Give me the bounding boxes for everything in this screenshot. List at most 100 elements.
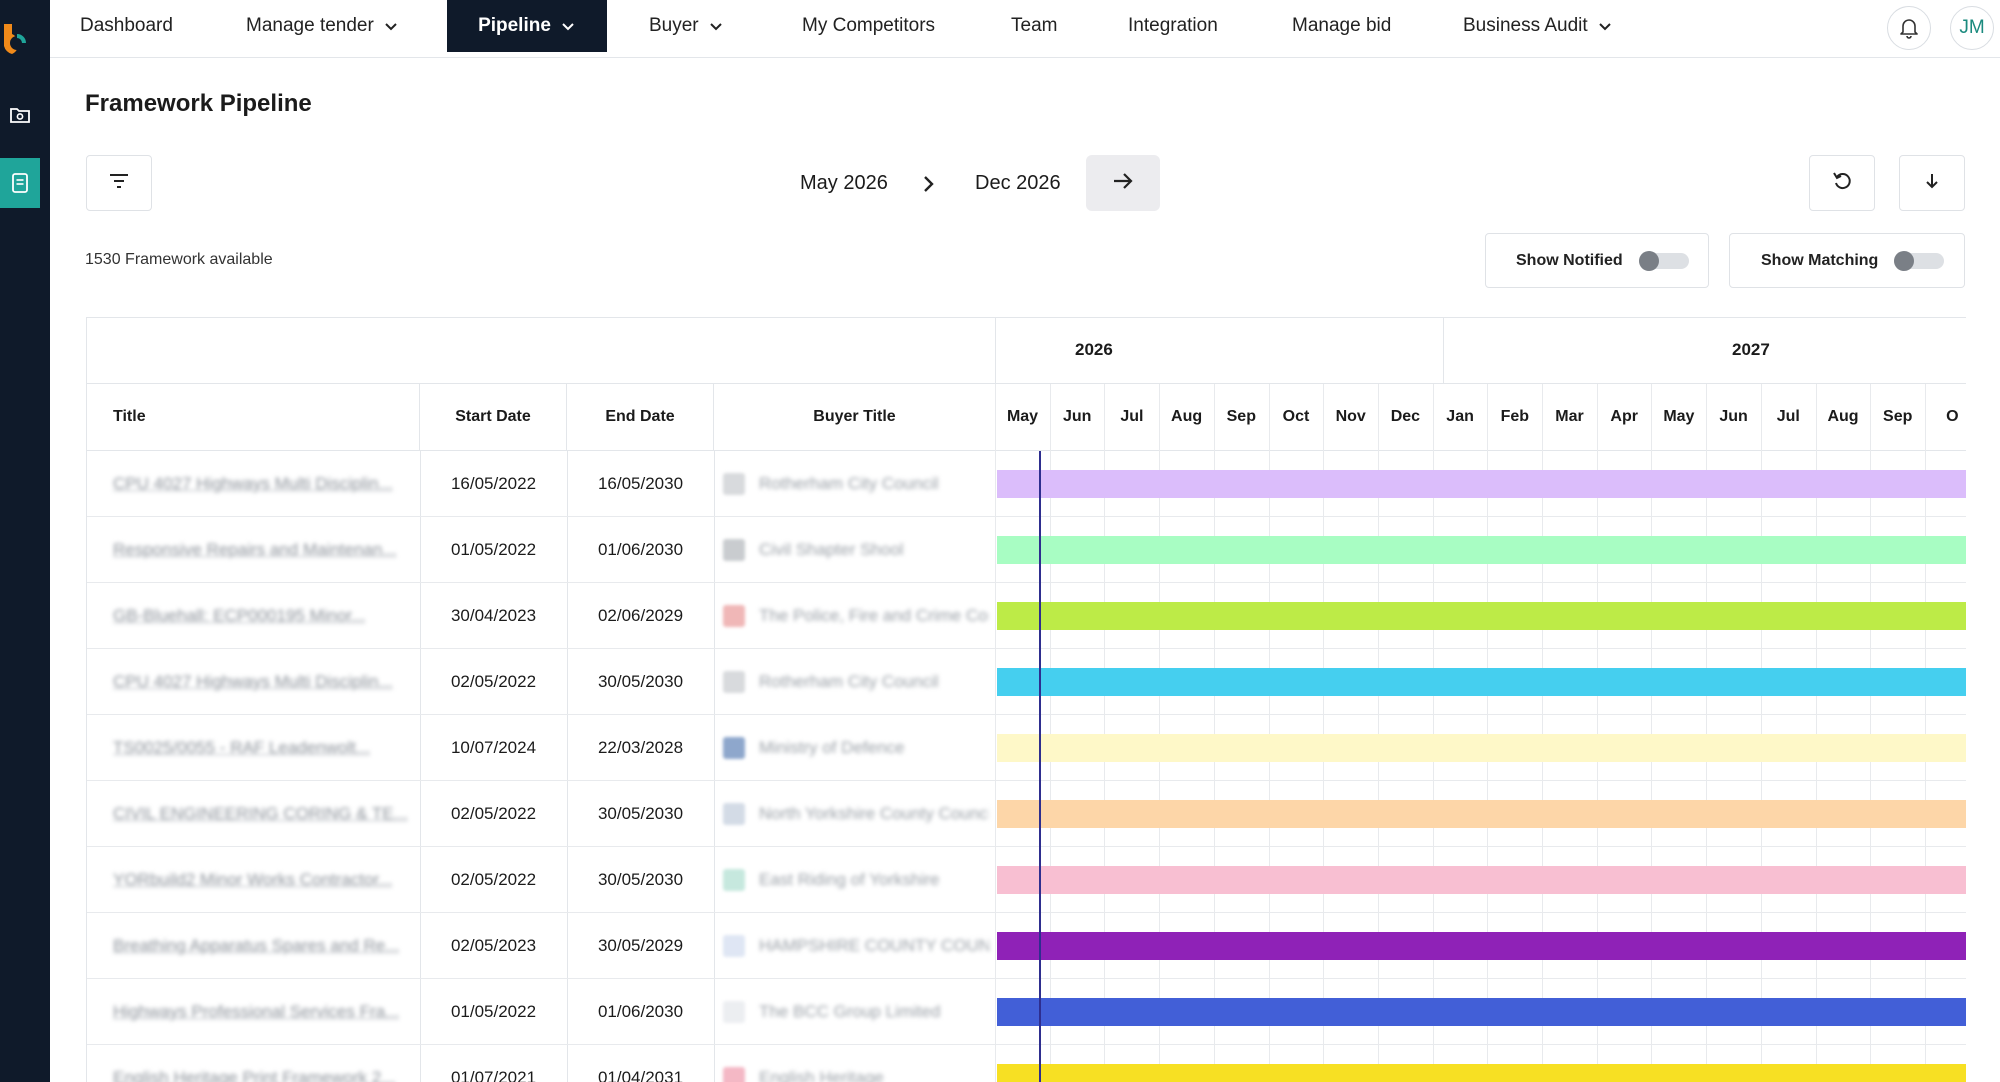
column-header-buyer-title[interactable]: Buyer Title [714,384,996,451]
filter-button[interactable] [86,155,152,211]
column-header-start-date[interactable]: Start Date [420,384,567,451]
timeline-bar[interactable] [997,470,1966,498]
nav-buyer[interactable]: Buyer [649,0,724,52]
timeline-bar[interactable] [997,1064,1966,1082]
table-row[interactable]: CPU 4027 Highways Multi Disciplin... 16/0… [87,451,1966,517]
framework-title-link[interactable]: Breathing Apparatus Spares and Re... [113,936,400,955]
timeline-bar[interactable] [997,800,1966,828]
row-title-cell: Highways Professional Services Fra... [113,979,413,1045]
grid-line [1432,384,1434,1082]
document-list-icon[interactable] [0,158,40,208]
table-row[interactable]: GB-Bluehall: ECP000195 Minor... 30/04/202… [87,583,1966,649]
table-row[interactable]: CIVIL ENGINEERING CORING & TE... 02/05/20… [87,781,1966,847]
timeline-bar[interactable] [997,866,1966,894]
nav-business-audit[interactable]: Business Audit [1463,0,1613,52]
month-label: Aug [1815,384,1871,451]
timeline-bar[interactable] [997,932,1966,960]
range-end[interactable]: Dec 2026 [975,172,1061,194]
toggle-knob [1638,250,1659,271]
buyer-title[interactable]: Rotherham City Council [759,474,939,493]
framework-count: 1530 Framework available [85,251,273,268]
nav-business-audit-label: Business Audit [1463,15,1588,36]
side-rail [0,0,50,1082]
table-row[interactable]: Responsive Repairs and Maintenan... 01/05… [87,517,1966,583]
timeline-bar[interactable] [997,734,1966,762]
end-date-cell: 01/06/2030 [597,540,684,559]
buyer-cell: Ministry of Defence [723,715,993,781]
buyer-cell: North Yorkshire County Council [723,781,993,847]
buyer-logo-icon [723,473,745,495]
buyer-title[interactable]: North Yorkshire County Council [759,804,989,823]
table-row[interactable]: CPU 4027 Highways Multi Disciplin... 02/0… [87,649,1966,715]
buyer-title[interactable]: Civil Shapter Shool [759,540,904,559]
month-label: Jul [1104,384,1160,451]
row-title-cell: CPU 4027 Highways Multi Disciplin... [113,649,413,715]
brand-logo-icon[interactable] [0,22,32,56]
framework-title-link[interactable]: CPU 4027 Highways Multi Disciplin... [113,672,393,691]
buyer-cell: Rotherham City Council [723,649,993,715]
end-date-cell: 30/05/2029 [597,936,684,955]
table-row[interactable]: TS0025/0055 - RAF Leadenwolt... 10/07/202… [87,715,1966,781]
framework-title-link[interactable]: TS0025/0055 - RAF Leadenwolt... [113,738,371,757]
top-navigation: Dashboard Manage tender Pipeline Buyer M… [50,0,2000,58]
timeline-bar[interactable] [997,668,1966,696]
buyer-logo-icon [723,1067,745,1082]
column-header-title[interactable]: Title [87,384,420,451]
row-title-cell: YORbuild2 Minor Works Contractor... [113,847,413,913]
nav-dashboard[interactable]: Dashboard [80,0,173,52]
grid-line [1924,384,1926,1082]
buyer-title[interactable]: HAMPSHIRE COUNTY COUNC [759,936,989,955]
framework-title-link[interactable]: CIVIL ENGINEERING CORING & TE... [113,804,408,823]
buyer-cell: Rotherham City Council [723,451,993,517]
timeline-bar[interactable] [997,602,1966,630]
show-notified-toggle-box[interactable]: Show Notified [1485,233,1709,288]
grid-line [1213,384,1215,1082]
avatar-initials: JM [1959,17,1985,38]
reset-button[interactable] [1809,155,1875,211]
buyer-title[interactable]: East Riding of Yorkshire [759,870,940,889]
nav-manage-bid[interactable]: Manage bid [1292,0,1391,52]
framework-title-link[interactable]: English Heritage Print Framework 2... [113,1068,396,1082]
nav-pipeline[interactable]: Pipeline [447,0,607,52]
filter-icon [108,173,130,194]
nav-manage-tender[interactable]: Manage tender [246,0,399,52]
start-date-cell: 02/05/2022 [450,672,537,691]
month-label: Jul [1760,384,1816,451]
timeline-bar[interactable] [997,536,1966,564]
framework-title-link[interactable]: Responsive Repairs and Maintenan... [113,540,397,559]
buyer-title[interactable]: Ministry of Defence [759,738,905,757]
download-button[interactable] [1899,155,1965,211]
end-date-cell: 22/03/2028 [597,738,684,757]
show-matching-toggle-box[interactable]: Show Matching [1729,233,1965,288]
table-row[interactable]: YORbuild2 Minor Works Contractor... 02/05… [87,847,1966,913]
dashboard-folder-icon[interactable] [0,90,40,140]
row-title-cell: GB-Bluehall: ECP000195 Minor... [113,583,413,649]
buyer-cell: English Heritage [723,1045,993,1082]
framework-title-link[interactable]: CPU 4027 Highways Multi Disciplin... [113,474,393,493]
table-row[interactable]: Breathing Apparatus Spares and Re... 02/0… [87,913,1966,979]
framework-title-link[interactable]: Highways Professional Services Fra... [113,1002,400,1021]
next-range-button[interactable] [1086,155,1160,211]
nav-my-competitors[interactable]: My Competitors [802,0,935,52]
show-notified-toggle[interactable] [1638,250,1689,271]
timeline-bar[interactable] [997,998,1966,1026]
nav-integration[interactable]: Integration [1128,0,1218,52]
bell-icon[interactable] [1887,6,1931,50]
buyer-title[interactable]: The BCC Group Limited [759,1002,941,1021]
month-label: Sep [1870,384,1926,451]
month-label: Oct [1268,384,1324,451]
framework-title-link[interactable]: YORbuild2 Minor Works Contractor... [113,870,393,889]
user-avatar[interactable]: JM [1950,6,1994,50]
show-matching-toggle[interactable] [1894,250,1945,271]
buyer-title[interactable]: The Police, Fire and Crime Com [759,606,989,625]
buyer-logo-icon [723,803,745,825]
buyer-title[interactable]: English Heritage [759,1068,884,1082]
buyer-title[interactable]: Rotherham City Council [759,672,939,691]
end-date-cell: 02/06/2029 [597,606,684,625]
table-row[interactable]: English Heritage Print Framework 2... 01/… [87,1045,1966,1082]
column-header-end-date[interactable]: End Date [567,384,714,451]
nav-team[interactable]: Team [1011,0,1057,52]
range-start[interactable]: May 2026 [800,172,888,194]
framework-title-link[interactable]: GB-Bluehall: ECP000195 Minor... [113,606,366,625]
table-row[interactable]: Highways Professional Services Fra... 01/… [87,979,1966,1045]
